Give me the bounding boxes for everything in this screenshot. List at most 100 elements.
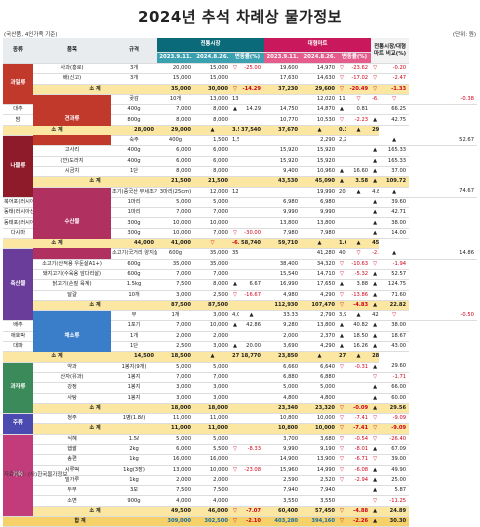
tr-cell: 0.81 xyxy=(346,104,372,116)
m2-cell: 8,000 xyxy=(194,166,231,178)
t2-cell: 14,990 xyxy=(301,465,339,476)
td-cell: ▽ xyxy=(338,300,347,312)
tr-cell: -20.49 xyxy=(346,84,372,95)
cd-cell: ▲ xyxy=(371,207,380,219)
md-cell: ▽ xyxy=(231,228,239,240)
spec-cell: 1.5ℓ xyxy=(111,434,157,445)
tr-cell: -17.02 xyxy=(346,73,372,85)
mr-cell xyxy=(239,475,265,487)
table-row: 강정 1봉지 3,000 3,000 5,000 5,000 ▲ 66.00 xyxy=(3,382,477,394)
table-row: 소고기(산적용 우둔살A1+) 600g 35,000 35,000 38,400 34,… xyxy=(3,259,477,270)
tr-cell: 3.88 xyxy=(346,279,372,291)
t1-cell: 15,920 xyxy=(264,145,302,157)
mr-cell: -7.07 xyxy=(239,506,265,518)
t2-cell: 17,650 xyxy=(301,279,339,291)
cd-cell: ▽ xyxy=(371,63,380,75)
t1-cell: 6,880 xyxy=(264,372,302,384)
item-cell: 동태포(러시아산) xyxy=(3,217,33,229)
cd-cell: ▽ xyxy=(371,413,380,425)
m1-cell: 5,000 xyxy=(157,362,194,373)
t1-cell: 16,990 xyxy=(264,279,302,291)
t2-cell: 23,320 xyxy=(301,403,339,415)
md-cell xyxy=(231,259,239,270)
col-market-d2: 2024.8.26. xyxy=(194,52,231,64)
mr-cell xyxy=(239,217,265,229)
mr-cell xyxy=(239,300,265,312)
tr-cell xyxy=(346,393,372,404)
mr-cell xyxy=(239,382,265,394)
md-cell xyxy=(231,423,239,435)
item-cell: 다시마 xyxy=(3,228,33,240)
cd-cell: ▲ xyxy=(371,403,380,415)
spec-cell: 400g xyxy=(157,135,194,147)
spec-cell: 600g xyxy=(111,259,157,270)
m1-cell: 11,000 xyxy=(157,423,194,435)
table-row: 견과류곶감10개13,00013,00012,02011,200▽-6.83▽-… xyxy=(3,94,477,147)
mr-cell: -30.00 xyxy=(239,228,265,240)
mr-cell xyxy=(239,156,265,167)
m2-cell: 13,000 xyxy=(231,94,239,106)
spec-cell: 800g xyxy=(111,114,157,126)
tr-cell: -0.31 xyxy=(346,362,372,373)
m2-cell: 5,000 xyxy=(194,362,231,373)
mr-cell xyxy=(264,187,302,198)
item-cell: 사탕 xyxy=(33,393,111,404)
table-row: 송편 1kg 16,000 16,000 14,900 13,900 ▽ -6.71 ▽ 39.0… xyxy=(3,454,477,466)
item-cell: 무 xyxy=(111,310,157,322)
cr-cell: 24.89 xyxy=(379,506,410,518)
t2-cell: 6,880 xyxy=(301,372,339,384)
t2-cell: 9,990 xyxy=(301,207,339,219)
t1-cell: 9,990 xyxy=(264,444,302,456)
t2-cell: 40,200 xyxy=(338,248,347,260)
item-cell: 시루떡 xyxy=(33,465,111,476)
cd-cell: ▽ xyxy=(371,495,380,507)
cr-cell: 60.00 xyxy=(379,393,410,404)
subtotal-row: 소 계 11,000 11,000 10,800 10,000 ▽ -7.41 ▽ -9.09 xyxy=(3,423,477,435)
spec-cell: 3개 xyxy=(111,73,157,85)
m2-cell: 6,000 xyxy=(194,156,231,167)
col-market-change: 변동률(%) xyxy=(231,52,265,64)
md-cell xyxy=(239,135,265,147)
t1-cell: 13,800 xyxy=(264,217,302,229)
m1-cell: 7,000 xyxy=(157,269,194,281)
cd-cell: ▲ xyxy=(379,135,410,147)
table-row: 소면 900g 4,000 4,000 3,550 3,550 ▽ -11.25 xyxy=(3,495,477,507)
source-note: 자료제공: (사)한국물가정보 xyxy=(4,472,68,478)
t1-cell: 14,750 xyxy=(264,104,302,116)
tr-cell xyxy=(346,145,372,157)
subtotal-label: 소 계 xyxy=(33,300,157,312)
md-cell: ▽ xyxy=(231,84,239,95)
tr-cell xyxy=(346,156,372,167)
cr-cell: 5.87 xyxy=(379,485,410,497)
mr-cell xyxy=(239,393,265,404)
t1-cell: 38,400 xyxy=(264,259,302,270)
t1-cell: 15,540 xyxy=(264,269,302,281)
tr-cell: 16.60 xyxy=(346,166,372,178)
md-cell xyxy=(231,413,239,425)
mr-cell xyxy=(264,248,302,260)
m1-cell: 35,000 xyxy=(194,248,231,260)
spec-cell: 1개 xyxy=(157,310,194,322)
md-cell xyxy=(231,166,239,178)
item-cell: 두부 xyxy=(33,485,111,497)
mr-cell: 14.29 xyxy=(239,104,265,116)
md-cell xyxy=(231,269,239,281)
md-cell: ▽ xyxy=(231,290,239,301)
m2-cell: 5,000 xyxy=(194,434,231,445)
cd-cell: ▲ xyxy=(371,444,380,456)
cr-cell: -1.71 xyxy=(379,372,410,384)
tr-cell xyxy=(346,372,372,384)
subtotal-row: 소 계 87,500 87,500 112,930 107,470 ▽ -4.83 ▲ 22.8… xyxy=(3,300,477,312)
spec-cell: 1kg(3장) xyxy=(111,465,157,476)
td-cell: ▽ xyxy=(338,290,347,301)
table-row: 밤 800g 8,000 8,000 10,770 10,530 ▽ -2.23 ▲ 42.75 xyxy=(3,114,477,126)
table-row: 닭고기(손질 육계) 1.5kg 7,500 8,000 ▲ 6.67 16,990 17,6… xyxy=(3,279,477,291)
table-row: 채소류무1개3,0004,000▲33.332,7903,980▲42.65▽-… xyxy=(3,310,477,363)
t1-cell: 58,740 xyxy=(239,238,265,250)
m1-cell: 7,000 xyxy=(157,207,194,219)
t2-cell: 4,290 xyxy=(301,290,339,301)
m2-cell: 15,000 xyxy=(194,63,231,75)
tr-cell: 40.82 xyxy=(346,320,372,332)
